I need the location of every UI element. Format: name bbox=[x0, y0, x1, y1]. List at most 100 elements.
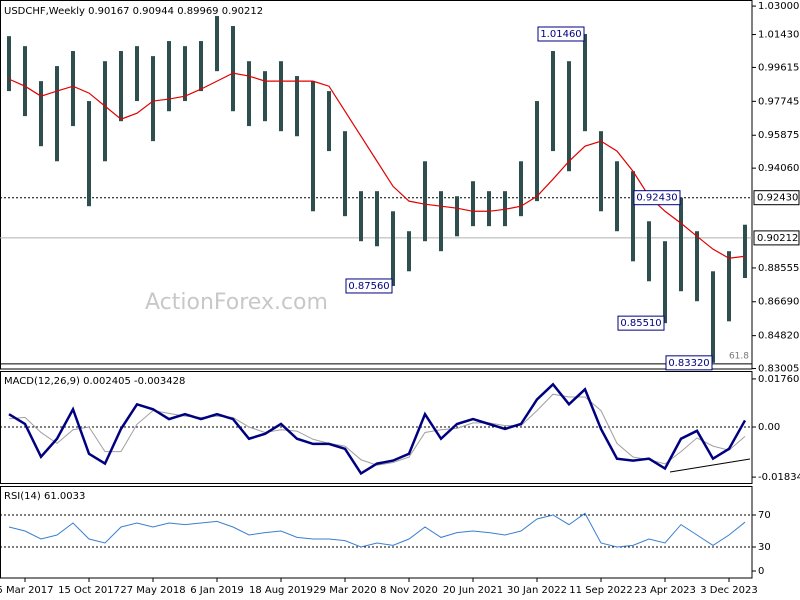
price-bar bbox=[39, 81, 43, 147]
symbol: USDCHF,Weekly bbox=[4, 6, 85, 17]
x-tick-label: 15 Oct 2017 bbox=[58, 585, 120, 596]
macd-header: MACD(12,26,9) 0.002405 -0.003428 bbox=[4, 376, 185, 387]
price-bar bbox=[327, 91, 331, 152]
y-tick-label: 0.99615 bbox=[758, 62, 799, 73]
macd-value: 0.002405 bbox=[83, 376, 131, 387]
price-bar bbox=[87, 101, 91, 207]
price-bar bbox=[647, 221, 651, 282]
rsi-line bbox=[8, 512, 746, 548]
price-bar bbox=[199, 41, 203, 92]
price-bar bbox=[471, 181, 475, 227]
price-bar bbox=[231, 26, 235, 112]
price-bar bbox=[423, 161, 427, 242]
y-tick-label: 0.97745 bbox=[758, 96, 799, 107]
annotation-box bbox=[665, 355, 713, 371]
x-tick-label: 23 Apr 2023 bbox=[634, 585, 696, 596]
price-bar bbox=[551, 51, 555, 152]
x-tick-label: 30 Jan 2022 bbox=[507, 585, 567, 596]
x-tick-label: 29 Mar 2020 bbox=[313, 585, 376, 596]
moving-average bbox=[8, 72, 746, 259]
price-bar bbox=[455, 196, 459, 237]
x-tick-label: 6 Jan 2019 bbox=[190, 585, 244, 596]
signal-line bbox=[8, 393, 746, 466]
price-panel bbox=[0, 0, 753, 370]
close: 0.90212 bbox=[222, 6, 263, 17]
price-bar bbox=[103, 61, 107, 162]
x-tick-label: 3 Dec 2023 bbox=[700, 585, 758, 596]
rsi-title: RSI(14) bbox=[4, 491, 41, 502]
price-bar bbox=[215, 16, 219, 72]
level-label: 0.92430 bbox=[757, 193, 798, 204]
annotation-label: 0.83320 bbox=[668, 358, 709, 369]
x-tick-label: 8 Nov 2020 bbox=[380, 585, 438, 596]
macd-line bbox=[8, 382, 747, 476]
x-tick-label: 5 Mar 2017 bbox=[0, 585, 54, 596]
annotation-label: 1.01460 bbox=[540, 29, 581, 40]
level-label-box bbox=[753, 230, 800, 246]
price-bar bbox=[391, 211, 395, 286]
price-bar bbox=[135, 46, 139, 102]
annotation-label: 0.92430 bbox=[636, 193, 677, 204]
price-bar bbox=[311, 81, 315, 212]
price-bar bbox=[615, 161, 619, 232]
annotation-box bbox=[537, 26, 585, 42]
price-bar bbox=[567, 61, 571, 172]
y-tick-label: 0.00 bbox=[758, 422, 780, 433]
price-bar bbox=[7, 36, 11, 92]
price-bar bbox=[247, 61, 251, 127]
annotation-box bbox=[633, 190, 681, 206]
price-bar bbox=[663, 241, 667, 324]
y-tick-label: 0.84820 bbox=[758, 331, 799, 342]
price-bar bbox=[263, 71, 267, 122]
price-bar bbox=[695, 231, 699, 302]
annotation-box bbox=[345, 278, 393, 294]
y-tick-label: -0.01834 bbox=[758, 472, 800, 483]
price-bar bbox=[503, 191, 507, 227]
annotation-box bbox=[617, 315, 665, 331]
open: 0.90167 bbox=[88, 6, 129, 17]
signal-value: -0.003428 bbox=[134, 376, 185, 387]
price-bar bbox=[711, 271, 715, 363]
y-tick-label: 1.03000 bbox=[758, 1, 799, 12]
level-label-box bbox=[753, 190, 800, 206]
low: 0.89969 bbox=[177, 6, 218, 17]
price-bar bbox=[519, 161, 523, 217]
watermark: ActionForex.com bbox=[145, 290, 328, 315]
price-bar bbox=[535, 101, 539, 202]
fib-label: 61.8 bbox=[729, 351, 749, 361]
y-tick-label: 0.83005 bbox=[758, 364, 799, 375]
y-tick-label: 0 bbox=[758, 566, 764, 577]
price-bar bbox=[359, 191, 363, 242]
high: 0.90944 bbox=[133, 6, 174, 17]
y-tick-label: 0.86690 bbox=[758, 297, 799, 308]
y-tick-label: 0.017603 bbox=[758, 374, 800, 385]
rsi-header: RSI(14) 61.0033 bbox=[4, 491, 85, 502]
y-tick-label: 30 bbox=[758, 542, 771, 553]
price-bar bbox=[55, 66, 59, 162]
price-bar bbox=[631, 171, 635, 262]
price-bar bbox=[183, 46, 187, 102]
x-tick-label: 20 Jun 2021 bbox=[443, 585, 503, 596]
y-tick-label: 70 bbox=[758, 510, 771, 521]
macd-title: MACD(12,26,9) bbox=[4, 376, 80, 387]
price-bar bbox=[583, 33, 587, 132]
price-bar bbox=[599, 131, 603, 212]
level-label: 0.90212 bbox=[757, 233, 798, 244]
price-bar bbox=[679, 197, 683, 292]
macd-trendline bbox=[669, 458, 751, 473]
price-bar bbox=[71, 51, 75, 127]
y-tick-label: 0.88555 bbox=[758, 263, 799, 274]
y-tick-label: 0.94060 bbox=[758, 163, 799, 174]
price-bar bbox=[407, 231, 411, 272]
rsi-panel bbox=[0, 486, 753, 579]
price-bar bbox=[279, 61, 283, 132]
rsi-value: 61.0033 bbox=[44, 491, 85, 502]
price-bar bbox=[343, 131, 347, 217]
price-bar bbox=[487, 191, 491, 227]
price-bar bbox=[743, 224, 747, 278]
price-bar bbox=[295, 76, 299, 137]
x-tick-label: 27 May 2018 bbox=[120, 585, 185, 596]
price-bar bbox=[23, 46, 27, 117]
y-tick-label: 1.01430 bbox=[758, 30, 799, 41]
